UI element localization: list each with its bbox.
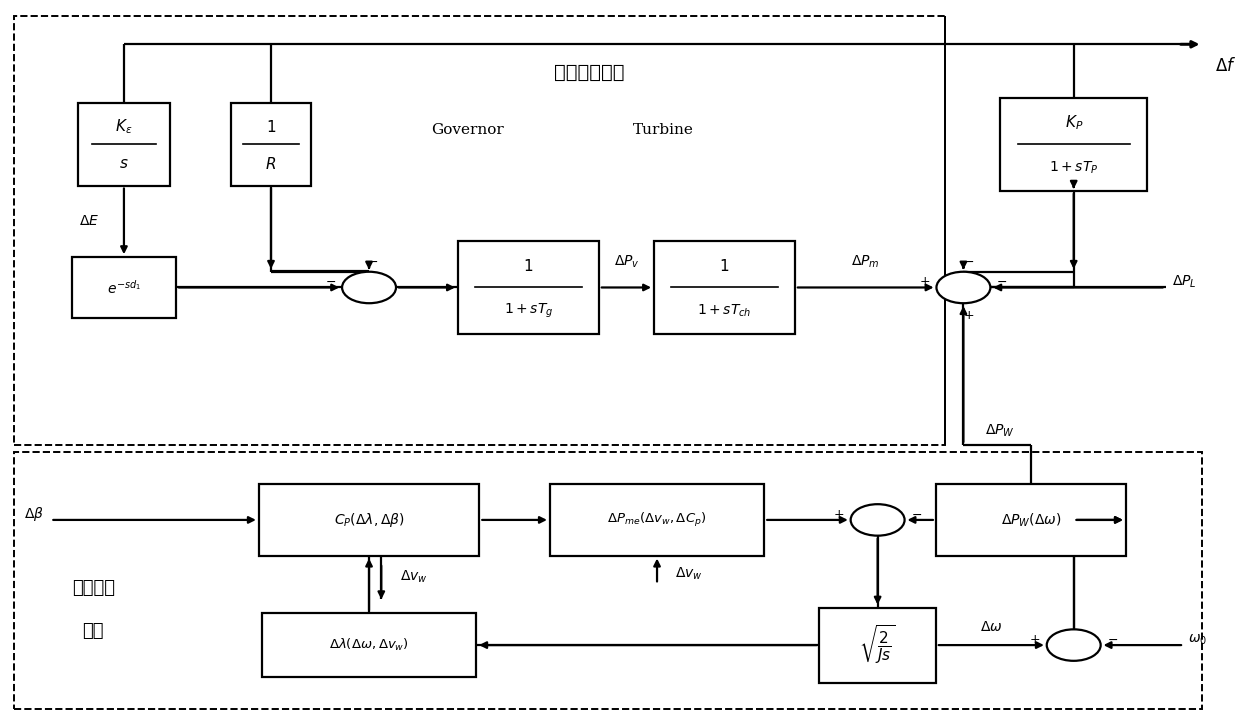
Text: $1$: $1$ [523,258,533,274]
Text: $-$: $-$ [367,255,378,268]
Text: $\Delta P_{L}$: $\Delta P_{L}$ [1172,274,1197,290]
Bar [936,484,1126,556]
Text: Governor: Governor [430,123,503,137]
Text: $1+sT_{P}$: $1+sT_{P}$ [1049,160,1099,176]
Text: $+$: $+$ [1029,633,1040,646]
Circle shape [1047,630,1101,661]
Bar [259,484,480,556]
Bar [14,16,945,445]
Text: $\Delta P_{me}(\Delta v_{w},\Delta C_{p})$: $\Delta P_{me}(\Delta v_{w},\Delta C_{p}… [608,511,707,529]
Text: $-$: $-$ [910,508,921,521]
Bar [653,241,795,334]
Text: $-$: $-$ [325,275,336,288]
Text: $\omega_{0}$: $\omega_{0}$ [1188,632,1207,647]
Text: $K_{P}$: $K_{P}$ [1064,113,1083,132]
Text: $1+sT_{ch}$: $1+sT_{ch}$ [697,303,751,320]
Text: $\Delta E$: $\Delta E$ [79,214,99,228]
Text: $1+sT_{g}$: $1+sT_{g}$ [503,302,553,320]
Text: $\Delta P_{v}$: $\Delta P_{v}$ [614,253,640,269]
Circle shape [342,271,396,303]
Text: $\Delta f$: $\Delta f$ [1215,57,1236,75]
Text: $-$: $-$ [962,254,973,267]
Bar [78,103,170,185]
Text: $K_{\varepsilon}$: $K_{\varepsilon}$ [115,117,133,136]
Text: $+$: $+$ [962,309,973,322]
Text: $1$: $1$ [265,118,277,134]
Text: $s$: $s$ [119,157,129,172]
Text: Turbine: Turbine [632,123,693,137]
Text: 机组: 机组 [83,622,104,640]
Bar [820,607,936,683]
Bar [458,241,599,334]
Bar [549,484,764,556]
Text: $\Delta v_{w}$: $\Delta v_{w}$ [399,569,428,585]
Text: 风力发电: 风力发电 [72,579,115,597]
Circle shape [936,271,991,303]
Text: $\Delta P_{W}$: $\Delta P_{W}$ [986,422,1016,439]
Text: $1$: $1$ [719,258,729,274]
Text: $\Delta\beta$: $\Delta\beta$ [25,505,45,523]
Text: $\Delta\omega$: $\Delta\omega$ [980,620,1002,634]
Bar [1001,98,1147,191]
Bar [231,103,311,185]
Text: $\sqrt{\dfrac{2}{Js}}$: $\sqrt{\dfrac{2}{Js}}$ [859,624,897,666]
Text: $\Delta\lambda(\Delta\omega,\Delta v_{w})$: $\Delta\lambda(\Delta\omega,\Delta v_{w}… [329,637,409,653]
Text: $\Delta v_{w}$: $\Delta v_{w}$ [676,565,703,582]
Bar [262,613,476,677]
Text: $\Delta P_{m}$: $\Delta P_{m}$ [852,253,880,269]
Text: $-$: $-$ [997,275,1008,288]
Text: $+$: $+$ [833,508,844,521]
Text: $-$: $-$ [1107,633,1118,646]
Text: 火力发电机组: 火力发电机组 [554,63,625,83]
Text: $R$: $R$ [265,157,277,172]
Bar [14,452,1203,709]
Text: $\Delta P_{W}(\Delta\omega)$: $\Delta P_{W}(\Delta\omega)$ [1001,511,1061,528]
Text: $C_{P}(\Delta\lambda,\Delta\beta)$: $C_{P}(\Delta\lambda,\Delta\beta)$ [334,511,404,529]
Text: $e^{-sd_1}$: $e^{-sd_1}$ [107,279,141,297]
Text: $+$: $+$ [919,275,930,288]
Circle shape [851,504,905,536]
Bar [72,257,176,318]
